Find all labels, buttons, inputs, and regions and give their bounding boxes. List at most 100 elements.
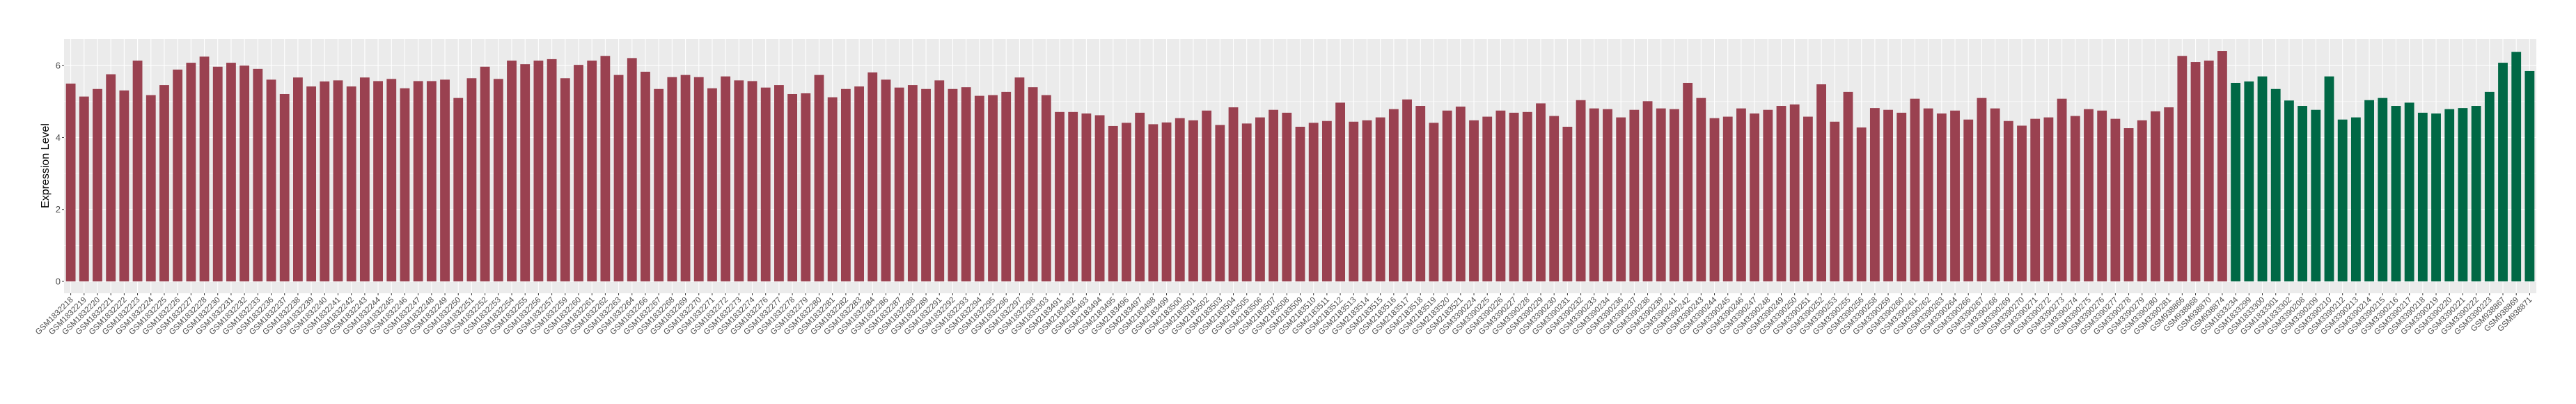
bar-GSM1832266	[641, 71, 650, 281]
bar-GSM1832233	[253, 68, 263, 281]
bar-GSM938871	[2524, 70, 2535, 281]
bar-GSM3390219	[2431, 113, 2441, 281]
bar-GSM2183501	[1188, 120, 1198, 281]
bar-GSM3390278	[2123, 128, 2134, 281]
bar-GSM1832223	[132, 60, 143, 281]
bar-GSM1833302	[2284, 100, 2294, 281]
bar-GSM1832231	[226, 63, 236, 281]
bar-GSM1832243	[359, 77, 370, 281]
bar-GSM1832244	[373, 81, 383, 281]
bar-GSM1832298	[1028, 87, 1038, 281]
bar-GSM2183517	[1402, 99, 1412, 281]
bar-GSM1832228	[199, 56, 210, 281]
bar-GSM1832226	[173, 69, 183, 281]
bar-GSM1832264	[627, 58, 637, 281]
bar-GSM1832257	[547, 59, 557, 281]
bar-GSM3390271	[2030, 118, 2041, 281]
bar-GSM3390210	[2324, 76, 2334, 281]
bar-GSM1832272	[721, 76, 731, 281]
bar-GSM3390281	[2164, 107, 2174, 281]
bar-GSM1832227	[186, 63, 196, 281]
bar-GSM1832296	[1001, 91, 1012, 281]
bar-GSM2183491	[1055, 111, 1065, 281]
bar-GSM3390261	[1910, 98, 1920, 281]
bar-GSM3390260	[1896, 112, 1907, 281]
bar-GSM3390242	[1683, 82, 1693, 281]
bar-GSM1833300	[2257, 76, 2268, 281]
bar-GSM2183504	[1228, 107, 1239, 281]
bar-GSM1832240	[320, 81, 330, 281]
bar-GSM1832254	[507, 60, 517, 281]
bar-GSM1832270	[693, 77, 704, 281]
bar-GSM3390225	[1482, 116, 1493, 281]
bar-GSM2183506	[1255, 117, 1265, 281]
y-axis-title: Expression Level	[40, 123, 52, 208]
bar-GSM1832262	[600, 56, 611, 281]
bar-GSM3390267	[1977, 98, 1987, 281]
bar-GSM3390229	[1536, 103, 1546, 281]
y-tick-label: 2	[56, 204, 61, 215]
bar-GSM2183493	[1081, 113, 1092, 281]
bars	[65, 51, 2535, 281]
bar-GSM3390248	[1763, 109, 1773, 281]
bar-GSM3390233	[1589, 108, 1599, 281]
bar-GSM1832247	[413, 81, 423, 281]
bar-GSM1832284	[867, 72, 878, 281]
bar-GSM2183498	[1148, 124, 1159, 281]
bar-GSM1832241	[333, 80, 343, 281]
bar-GSM1832280	[814, 75, 824, 281]
bar-GSM1832268	[667, 77, 677, 281]
bar-GSM2183496	[1122, 123, 1131, 281]
bar-GSM1832248	[426, 81, 437, 281]
bar-GSM1832273	[734, 80, 744, 281]
bar-GSM3390270	[2017, 125, 2027, 281]
bar-GSM1832239	[306, 86, 317, 281]
bar-GSM2183520	[1442, 110, 1452, 281]
bar-GSM2183492	[1068, 111, 1078, 281]
bar-GSM1832238	[292, 77, 303, 281]
bar-GSM1832250	[453, 98, 464, 281]
bar-GSM3390264	[1950, 110, 1960, 281]
y-tick-label: 4	[56, 132, 61, 143]
y-axis: 0 2 4 6	[56, 61, 64, 286]
bar-GSM3390250	[1789, 104, 1800, 281]
bar-GSM3390213	[2350, 117, 2361, 281]
bar-GSM3390208	[2298, 106, 2308, 281]
bar-GSM1832297	[1014, 77, 1025, 281]
bar-GSM3390249	[1776, 106, 1786, 281]
bar-GSM2183495	[1108, 125, 1118, 281]
bar-GSM3390239	[1656, 108, 1666, 281]
bar-GSM1832225	[159, 85, 169, 281]
bar-GSM1832281	[827, 97, 838, 281]
bar-GSM938868	[2190, 62, 2201, 281]
bar-GSM3390216	[2391, 106, 2401, 281]
bar-GSM1832295	[988, 95, 998, 281]
bar-GSM2183513	[1349, 121, 1359, 281]
bar-GSM2183510	[1308, 123, 1319, 281]
bar-GSM3390221	[2458, 108, 2468, 281]
bar-GSM1832222	[119, 90, 129, 281]
bar-GSM1832252	[480, 66, 490, 281]
bar-GSM2183519	[1429, 123, 1439, 281]
bar-GSM3390262	[1923, 108, 1933, 281]
bar-GSM2183514	[1362, 120, 1372, 281]
bar-GSM3390247	[1750, 113, 1760, 281]
bar-GSM1832288	[907, 85, 918, 281]
bar-GSM1832279	[801, 93, 811, 281]
bar-GSM1832256	[533, 60, 544, 281]
bar-GSM1832286	[881, 79, 891, 281]
bar-GSM1832277	[774, 85, 784, 281]
bar-GSM938867	[2498, 63, 2508, 281]
bar-GSM3390245	[1722, 116, 1733, 281]
bar-GSM3390212	[2337, 119, 2348, 281]
bar-GSM1833299	[2244, 81, 2254, 281]
bar-GSM3390251	[1803, 116, 1813, 281]
bar-GSM3390255	[1843, 91, 1853, 281]
bar-GSM3390274	[2070, 116, 2080, 281]
bar-GSM3390226	[1495, 110, 1506, 281]
bar-GSM3390220	[2444, 109, 2455, 281]
bar-GSM3390241	[1670, 109, 1679, 281]
bar-GSM1832245	[386, 79, 397, 281]
bar-GSM3390209	[2311, 109, 2321, 281]
bar-GSM1832289	[921, 88, 931, 281]
